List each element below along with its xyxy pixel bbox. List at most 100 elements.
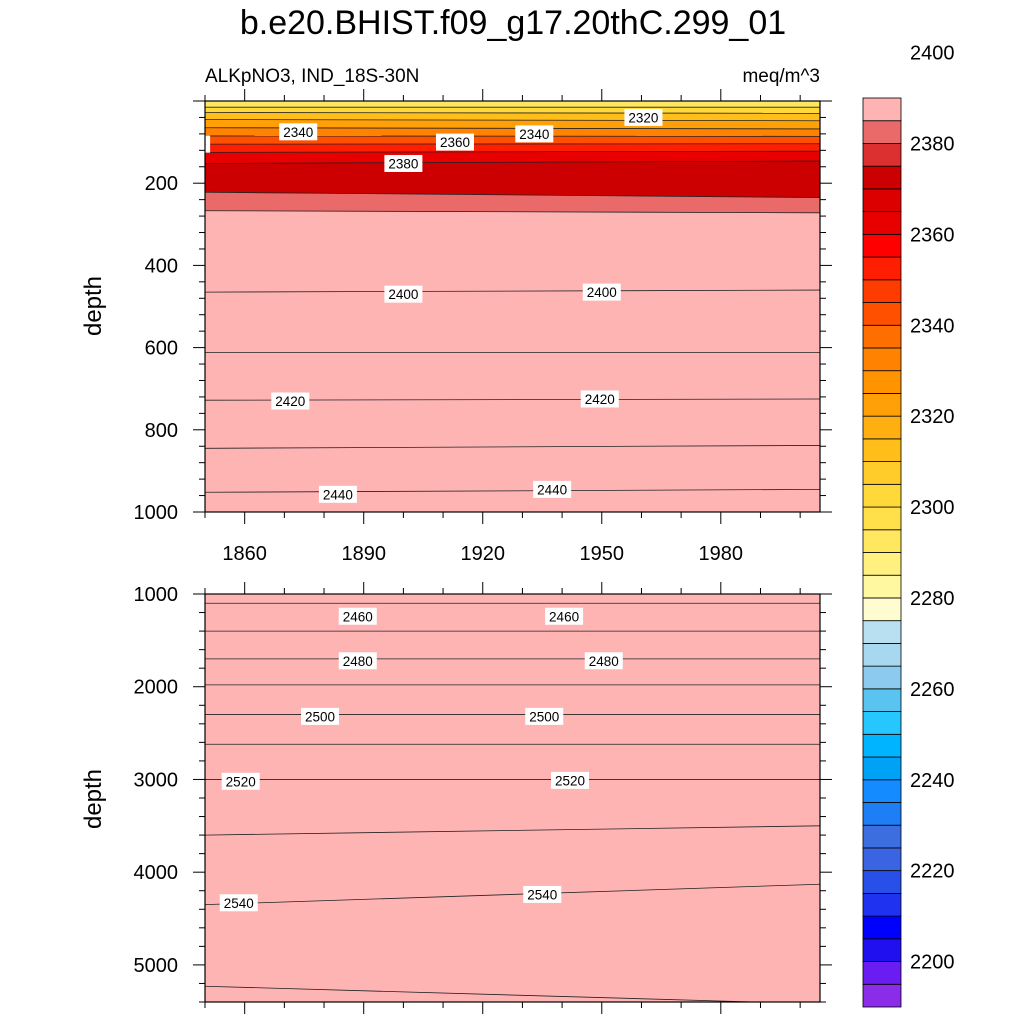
colorbar-swatch [862, 711, 902, 735]
y-tick-label: 800 [145, 420, 178, 442]
colorbar-swatch [862, 415, 902, 440]
contour-line [205, 160, 820, 164]
colorbar-tick-label: 2260 [910, 679, 955, 701]
contour-label-text: 2340 [283, 125, 313, 140]
contour-label-box [384, 154, 423, 172]
colorbar-swatch [862, 961, 902, 985]
y-tick-label: 1000 [134, 502, 179, 524]
contour-label-text: 2500 [529, 709, 559, 724]
colorbar-swatch [862, 892, 902, 917]
lower-depth-panel: 2460 2460 2480 2480 2500 2500 2520 2520 2540 2540… [134, 582, 832, 1014]
contour-label-text: 2460 [549, 609, 579, 624]
colorbar-swatch [862, 233, 902, 258]
colorbar-swatch [862, 802, 902, 826]
colorbar-swatch [862, 529, 902, 553]
colorbar-swatch [862, 597, 902, 622]
colorbar-swatch [862, 97, 902, 122]
contour-label-box [515, 125, 554, 143]
colorbar-swatch [862, 824, 902, 849]
contour-label: 2360 [435, 133, 474, 151]
contour-label-box [221, 772, 260, 790]
colorbar-swatch [862, 779, 902, 803]
contour-label: 2480 [584, 652, 623, 670]
contour-label-box [279, 123, 318, 141]
contour-label-box [584, 652, 623, 670]
contour-label: 2500 [525, 707, 564, 725]
colorbar-tick-label: 2220 [910, 861, 955, 883]
contour-label-box [301, 707, 340, 725]
colorbar-swatch [862, 847, 902, 872]
contour-label-text: 2340 [519, 127, 549, 142]
contour-label-box [533, 480, 572, 498]
contour-label-box [338, 607, 377, 625]
colorbar-swatch [862, 756, 902, 781]
contour-label-text: 2520 [555, 773, 585, 788]
contour-line [205, 112, 820, 114]
contour-label: 2420 [271, 392, 310, 410]
contour-label-box [435, 133, 474, 151]
colorbar-tick-label: 2240 [910, 770, 955, 792]
contour-label-box [219, 894, 258, 912]
contour-label: 2340 [515, 125, 554, 143]
contour-label: 2320 [624, 108, 663, 126]
contour-label-text: 2520 [226, 774, 256, 789]
y-tick-label: 400 [145, 255, 178, 277]
contour-label: 2420 [580, 390, 619, 408]
colorbar-tick-label: 2300 [910, 497, 955, 519]
y-tick-label: 5000 [134, 955, 179, 977]
contour-label-text: 2500 [305, 709, 335, 724]
colorbar-swatch [862, 461, 902, 485]
contour-label: 2400 [582, 283, 621, 301]
colorbar-swatch [862, 256, 902, 281]
colorbar-swatch [862, 324, 902, 349]
contour-label: 2500 [301, 707, 340, 725]
contour-label-box [271, 392, 310, 410]
colorbar-swatch [862, 643, 902, 667]
contour-label-text: 2480 [589, 654, 619, 669]
colorbar-swatch [862, 143, 902, 167]
colorbar-swatch [862, 279, 902, 303]
contour-label-text: 2400 [587, 285, 617, 300]
contour-label-text: 2480 [343, 654, 373, 669]
contour-label-box [205, 135, 211, 153]
contour-label-text: 2400 [388, 287, 418, 302]
colorbar-swatch [862, 552, 902, 576]
contour-label: 2380 [384, 154, 423, 172]
colorbar-swatch [862, 483, 902, 508]
contour-line [205, 289, 820, 293]
contour-label-text: 2440 [537, 482, 567, 497]
contour-label-box [551, 771, 590, 789]
contour-label-text: 2460 [343, 609, 373, 624]
colorbar-swatch [862, 302, 902, 326]
contour-label: 2540 [523, 885, 562, 903]
contour-label: 2520 [551, 771, 590, 789]
contour-label: 2480 [338, 652, 377, 670]
colorbar-swatch [862, 370, 902, 394]
colorbar-swatch [862, 165, 902, 190]
colorbar-swatch [862, 438, 902, 463]
y-tick-label: 3000 [134, 769, 179, 791]
contour-label-text: 2360 [440, 135, 470, 150]
colorbar-swatch [862, 915, 902, 940]
contour-label-text: 2320 [628, 110, 658, 125]
x-tick-label: 1890 [341, 543, 386, 565]
x-tick-label: 1920 [460, 543, 505, 565]
colorbar-swatch [862, 983, 902, 1008]
contour-label-box [338, 652, 377, 670]
contour-line [205, 191, 820, 198]
colorbar-swatch [862, 665, 902, 690]
upper-y-axis-label: depth [80, 276, 107, 336]
colorbar-tick-label: 2280 [910, 588, 955, 610]
colorbar-tick-label: 2380 [910, 133, 955, 155]
colorbar-swatch [862, 620, 902, 644]
x-tick-label: 1980 [699, 543, 744, 565]
colorbar-swatch [862, 870, 902, 894]
contour-label-box [580, 390, 619, 408]
contour-label: 2540 [219, 894, 258, 912]
colorbar-swatch [862, 120, 902, 144]
contour-line [205, 119, 820, 122]
colorbar-swatch [862, 574, 902, 599]
